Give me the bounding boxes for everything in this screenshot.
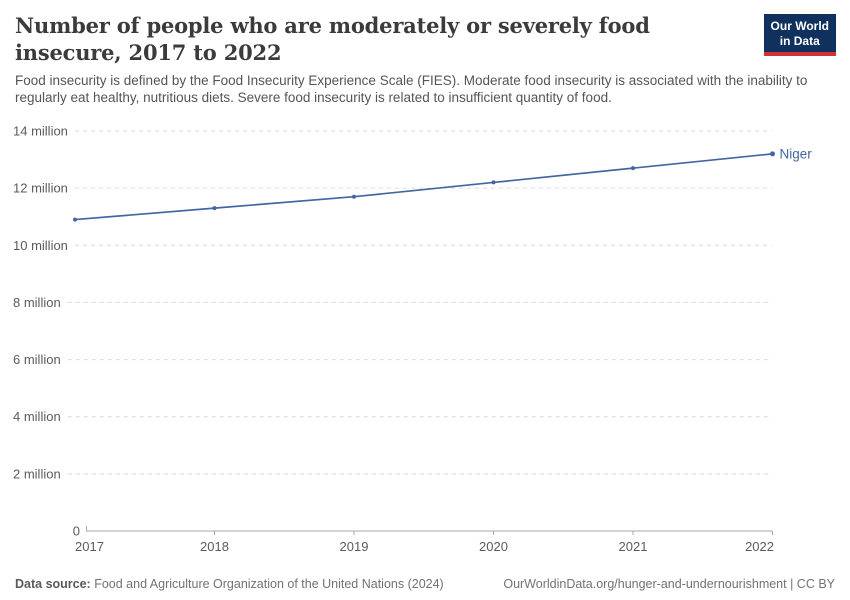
data-point-2018[interactable] (212, 206, 217, 211)
x-axis-tick-label: 2021 (619, 539, 648, 554)
data-source-label: Data source: (15, 577, 91, 591)
data-point-2017[interactable] (73, 217, 77, 222)
chart-subtitle: Food insecurity is defined by the Food I… (15, 73, 808, 105)
series-group: Niger (73, 146, 813, 222)
owid-url-link[interactable]: OurWorldinData.org/hunger-and-undernouri… (503, 577, 835, 591)
data-point-2019[interactable] (352, 194, 356, 199)
gridlines-group: 2 million 4 million 6 million 8 million 10 m… (13, 124, 772, 481)
chart-title: Number of people who are moderately or s… (15, 13, 650, 66)
data-point-2022[interactable] (770, 151, 775, 157)
owid-logo-line1: Our World (770, 19, 829, 33)
data-source-text: Food and Agriculture Organization of the… (90, 577, 444, 591)
y-axis-tick-label: 12 million (13, 181, 68, 196)
x-axis-tick-label: 2019 (340, 539, 369, 554)
owid-logo-line2: in Data (779, 34, 820, 48)
data-source: Data source: Food and Agriculture Organi… (15, 577, 444, 591)
y-axis-tick-label: 2 million (13, 466, 61, 481)
y-axis-tick-label: 10 million (13, 238, 68, 253)
chart-footer: Data source: Food and Agriculture Organi… (15, 577, 835, 591)
x-axis-tick-label: 2022 (745, 539, 774, 554)
x-axis-tick-label: 2020 (479, 539, 508, 554)
owid-logo[interactable]: Our World in Data (763, 14, 836, 56)
y-axis-tick-label: 4 million (13, 409, 61, 424)
y-axis-tick-label: 14 million (13, 124, 68, 139)
series-label-niger[interactable]: Niger (780, 146, 813, 161)
data-point-2021[interactable] (631, 166, 635, 171)
y-axis-tick-label: 6 million (13, 352, 61, 367)
y-axis-zero-label: 0 (73, 524, 80, 539)
series-line-niger[interactable] (74, 153, 773, 221)
data-point-2020[interactable] (491, 180, 496, 185)
x-axis-tick-label: 2018 (200, 539, 229, 554)
y-axis-tick-label: 8 million (13, 295, 61, 310)
x-axis-tick-label: 2017 (75, 539, 104, 554)
